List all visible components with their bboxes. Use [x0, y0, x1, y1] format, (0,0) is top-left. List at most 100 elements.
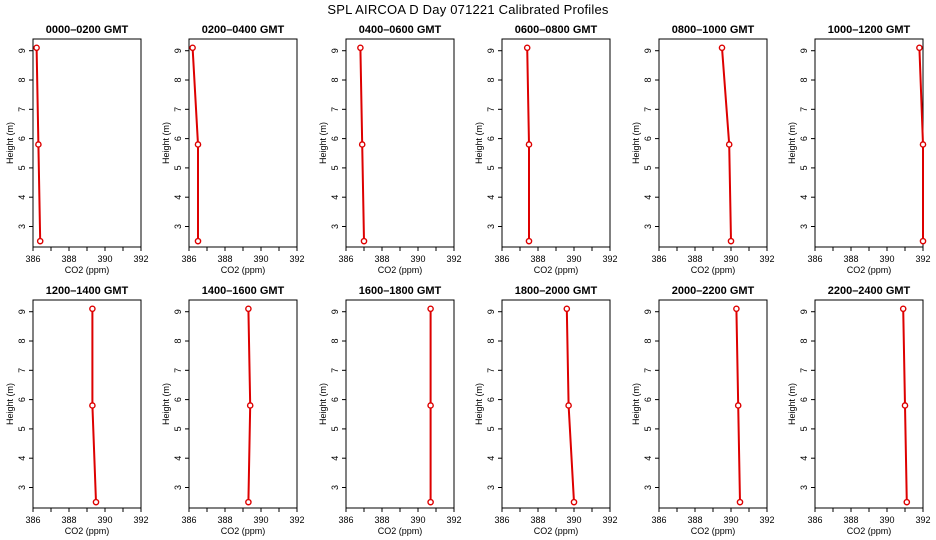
data-point [563, 305, 571, 313]
y-tick-label: 5 [330, 426, 340, 431]
x-tick-label: 392 [289, 254, 304, 264]
panel-1: 0200–0400 GMT 386 388 390 392 3 4 5 6 7 8 9 CO2 (ppm… [161, 24, 305, 275]
y-tick-label: 3 [17, 224, 27, 229]
y-tick-label: 7 [17, 368, 27, 373]
panel-title: 1200–1400 GMT [46, 285, 129, 297]
x-tick-label: 386 [807, 254, 822, 264]
data-point [36, 237, 44, 245]
x-axis-label: CO2 (ppm) [534, 265, 579, 275]
page-title: SPL AIRCOA D Day 071221 Calibrated Profi… [327, 2, 609, 17]
y-tick-label: 7 [17, 107, 27, 112]
y-tick-label: 4 [799, 195, 809, 200]
y-tick-label: 8 [173, 78, 183, 83]
x-tick-label: 388 [374, 254, 389, 264]
y-tick-label: 4 [17, 195, 27, 200]
y-tick-label: 6 [486, 136, 496, 141]
x-axis-label: CO2 (ppm) [691, 526, 736, 536]
y-tick-label: 7 [643, 368, 653, 373]
y-tick-label: 7 [486, 107, 496, 112]
plot-frame [658, 299, 768, 509]
x-tick-label: 392 [289, 515, 304, 525]
y-axis-label: Height (m) [161, 122, 171, 164]
x-tick-label: 388 [843, 515, 858, 525]
y-tick-label: 7 [330, 107, 340, 112]
y-tick-label: 3 [643, 485, 653, 490]
panel-title: 0200–0400 GMT [202, 24, 285, 36]
panel-3: 0600–0800 GMT 386 388 390 392 3 4 5 6 7 8 9 CO2 (ppm… [474, 24, 618, 275]
y-axis-label: Height (m) [787, 122, 797, 164]
data-point [35, 141, 42, 148]
x-axis-label: CO2 (ppm) [221, 265, 266, 275]
y-tick-label: 8 [173, 339, 183, 344]
y-axis-label: Height (m) [474, 122, 484, 164]
data-point [33, 44, 40, 52]
y-tick-label: 4 [173, 456, 183, 461]
y-tick-label: 7 [799, 368, 809, 373]
x-tick-label: 390 [879, 254, 894, 264]
y-tick-label: 9 [643, 309, 653, 314]
y-tick-label: 3 [330, 224, 340, 229]
x-tick-label: 388 [61, 254, 76, 264]
y-axis-label: Height (m) [161, 383, 171, 425]
x-tick-label: 388 [687, 515, 702, 525]
panel-title: 1600–1800 GMT [359, 285, 442, 297]
data-point [903, 498, 911, 506]
x-tick-label: 386 [25, 515, 40, 525]
data-point [919, 141, 927, 148]
x-tick-label: 390 [566, 254, 581, 264]
x-axis-label: CO2 (ppm) [691, 265, 736, 275]
y-tick-label: 6 [17, 397, 27, 402]
x-tick-label: 390 [97, 254, 112, 264]
x-tick-label: 386 [494, 254, 509, 264]
y-tick-label: 9 [486, 48, 496, 53]
panel-0: 0000–0200 GMT 386 388 390 392 3 4 5 6 7 8 9 CO2 (ppm… [5, 24, 149, 275]
y-axis-label: Height (m) [787, 383, 797, 425]
x-tick-label: 388 [530, 515, 545, 525]
y-tick-label: 9 [330, 309, 340, 314]
x-tick-label: 390 [723, 254, 738, 264]
y-tick-label: 9 [799, 309, 809, 314]
x-tick-label: 392 [759, 254, 774, 264]
panel-9: 1800–2000 GMT 386 388 390 392 3 4 5 6 7 8 9 CO2 (ppm… [474, 285, 618, 536]
y-tick-label: 3 [486, 224, 496, 229]
y-tick-label: 7 [486, 368, 496, 373]
data-point [427, 402, 434, 409]
y-tick-label: 8 [486, 339, 496, 344]
y-axis-label: Height (m) [631, 122, 641, 164]
panel-title: 1800–2000 GMT [515, 285, 598, 297]
panel-8: 1600–1800 GMT 386 388 390 392 3 4 5 6 7 8 9 CO2 (ppm… [318, 285, 462, 536]
x-tick-label: 386 [807, 515, 822, 525]
plot-frame [501, 299, 611, 509]
panel-title: 2000–2200 GMT [672, 285, 755, 297]
y-tick-label: 6 [799, 397, 809, 402]
y-tick-label: 8 [799, 339, 809, 344]
data-point [189, 44, 196, 52]
x-tick-label: 390 [97, 515, 112, 525]
x-axis-label: CO2 (ppm) [221, 526, 266, 536]
y-tick-label: 5 [17, 165, 27, 170]
y-tick-label: 6 [330, 136, 340, 141]
y-tick-label: 4 [330, 195, 340, 200]
y-tick-label: 5 [486, 165, 496, 170]
data-point [736, 498, 744, 506]
y-tick-label: 7 [330, 368, 340, 373]
y-tick-label: 4 [486, 456, 496, 461]
y-tick-label: 4 [799, 456, 809, 461]
panel-10: 2000–2200 GMT 386 388 390 392 3 4 5 6 7 8 9 CO2 (ppm… [631, 285, 775, 536]
panel-6: 1200–1400 GMT 386 388 390 392 3 4 5 6 7 8 9 CO2 (ppm… [5, 285, 149, 536]
x-tick-label: 388 [217, 254, 232, 264]
y-tick-label: 9 [643, 48, 653, 53]
x-tick-label: 390 [410, 254, 425, 264]
panel-title: 1400–1600 GMT [202, 285, 285, 297]
data-point [523, 44, 531, 52]
data-point [245, 305, 252, 313]
x-tick-label: 388 [61, 515, 76, 525]
panel-title: 0800–1000 GMT [672, 24, 755, 36]
plot-frame [188, 38, 298, 248]
x-axis-label: CO2 (ppm) [378, 526, 423, 536]
y-tick-label: 8 [17, 339, 27, 344]
x-tick-label: 388 [217, 515, 232, 525]
y-tick-label: 3 [486, 485, 496, 490]
data-point [245, 498, 252, 506]
x-tick-label: 388 [843, 254, 858, 264]
